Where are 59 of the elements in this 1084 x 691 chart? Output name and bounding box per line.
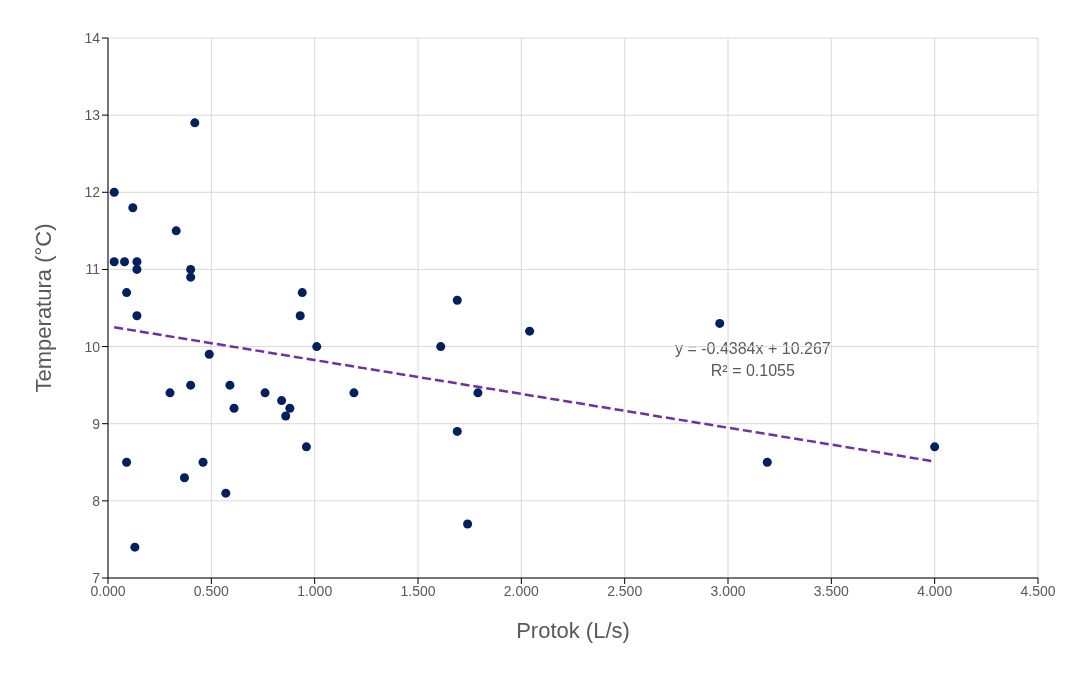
point bbox=[715, 318, 725, 328]
point bbox=[452, 295, 462, 305]
x-tick-label: 3.000 bbox=[710, 582, 746, 599]
point bbox=[525, 326, 535, 336]
point bbox=[122, 457, 132, 467]
point bbox=[221, 488, 231, 498]
point bbox=[132, 264, 142, 274]
point bbox=[473, 388, 483, 398]
y-tick-label: 10 bbox=[84, 338, 101, 355]
x-tick-label: 4.000 bbox=[917, 582, 953, 599]
point bbox=[165, 388, 175, 398]
point bbox=[762, 457, 772, 467]
x-tick-label: 2.500 bbox=[607, 582, 643, 599]
y-tick-label: 13 bbox=[84, 107, 101, 124]
x-tick-label: 1.000 bbox=[297, 582, 333, 599]
point bbox=[436, 342, 446, 352]
point bbox=[260, 388, 270, 398]
x-tick-label: 2.000 bbox=[503, 582, 540, 599]
x-tick-label: 4.500 bbox=[1020, 582, 1056, 599]
point bbox=[128, 203, 138, 213]
point bbox=[186, 380, 196, 390]
point bbox=[312, 342, 322, 352]
point bbox=[301, 442, 311, 452]
point bbox=[225, 380, 235, 390]
point bbox=[204, 349, 214, 359]
point bbox=[190, 118, 200, 128]
point bbox=[132, 257, 142, 267]
y-axis-title: Temperatura (°C) bbox=[30, 223, 56, 393]
point bbox=[297, 288, 307, 298]
point bbox=[132, 311, 142, 321]
point bbox=[186, 264, 196, 274]
annotation: y = -0.4384x + 10.267 R² = 0.1055 bbox=[675, 339, 831, 381]
x-tick-label: 1.500 bbox=[400, 582, 436, 599]
point bbox=[171, 226, 181, 236]
point bbox=[229, 403, 239, 413]
point bbox=[122, 288, 132, 298]
point bbox=[463, 519, 473, 529]
y-tick-label: 12 bbox=[84, 184, 101, 201]
y-tick-label: 11 bbox=[85, 261, 101, 278]
y-tick-label: 9 bbox=[92, 415, 101, 432]
point bbox=[452, 426, 462, 436]
y-tick-label: 8 bbox=[92, 492, 101, 509]
point bbox=[130, 542, 140, 552]
x-tick-label: 3.500 bbox=[813, 582, 850, 599]
point bbox=[285, 403, 295, 413]
y-tick-label: 14 bbox=[84, 29, 101, 46]
point bbox=[179, 473, 189, 483]
point bbox=[109, 187, 119, 197]
x-axis-title: Protok (L/s) bbox=[516, 618, 630, 643]
point bbox=[186, 272, 196, 282]
point bbox=[281, 411, 291, 421]
point bbox=[109, 257, 119, 267]
point bbox=[277, 396, 287, 406]
point bbox=[930, 442, 940, 452]
point bbox=[349, 388, 359, 398]
point bbox=[120, 257, 130, 267]
point bbox=[295, 311, 305, 321]
point bbox=[198, 457, 208, 467]
x-tick-label: 0.500 bbox=[193, 582, 230, 599]
